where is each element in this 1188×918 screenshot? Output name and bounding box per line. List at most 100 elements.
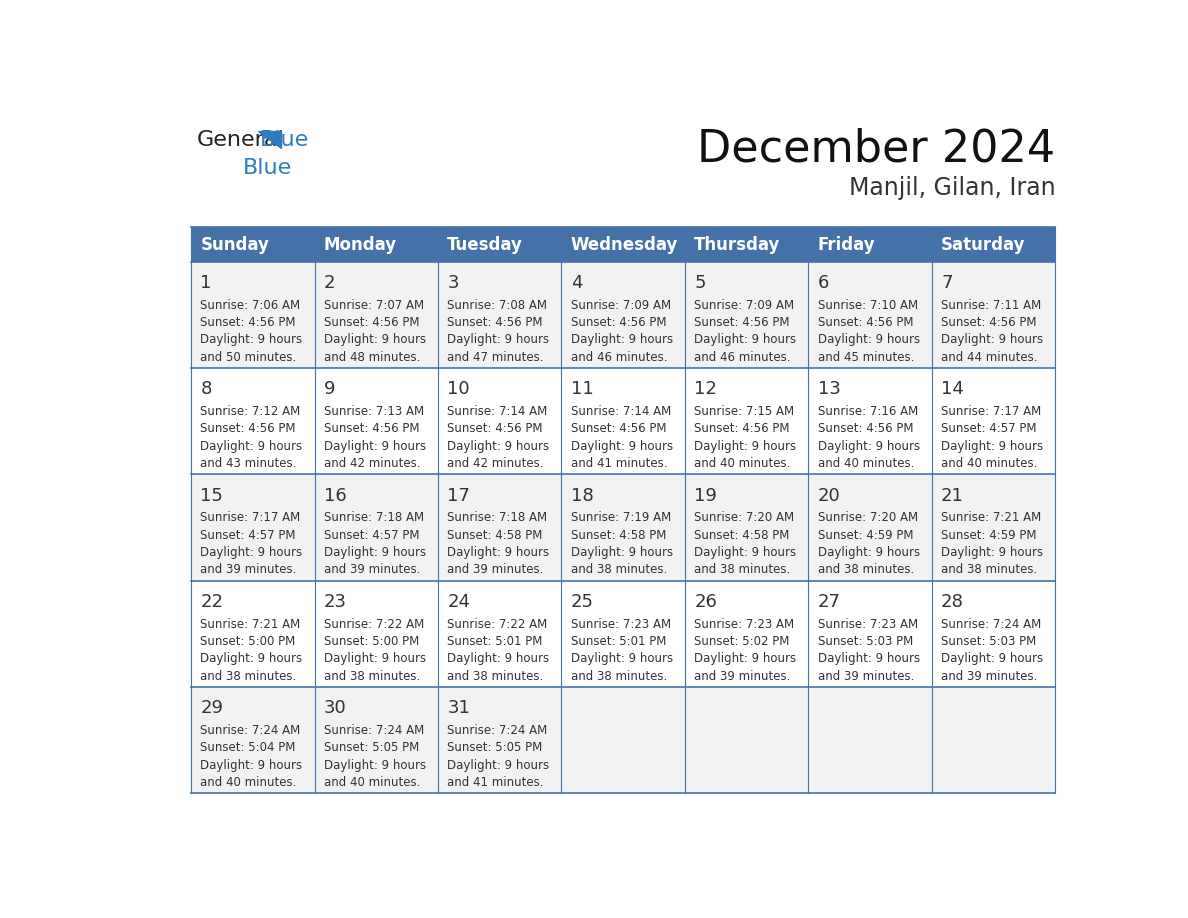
Text: Sunrise: 7:23 AM: Sunrise: 7:23 AM [817, 618, 918, 631]
Text: 14: 14 [941, 380, 963, 398]
Text: and 40 minutes.: and 40 minutes. [201, 776, 297, 789]
Text: Daylight: 9 hours: Daylight: 9 hours [448, 546, 549, 559]
Text: Sunrise: 7:11 AM: Sunrise: 7:11 AM [941, 299, 1042, 312]
Text: and 38 minutes.: and 38 minutes. [570, 564, 666, 577]
Text: and 46 minutes.: and 46 minutes. [694, 351, 791, 364]
Text: Sunset: 4:56 PM: Sunset: 4:56 PM [694, 316, 790, 330]
Text: 16: 16 [324, 487, 347, 505]
Text: Daylight: 9 hours: Daylight: 9 hours [694, 653, 796, 666]
Text: Sunset: 5:00 PM: Sunset: 5:00 PM [201, 635, 296, 648]
Text: Daylight: 9 hours: Daylight: 9 hours [324, 333, 426, 346]
Text: 4: 4 [570, 274, 582, 292]
Text: Daylight: 9 hours: Daylight: 9 hours [817, 333, 920, 346]
Text: Manjil, Gilan, Iran: Manjil, Gilan, Iran [848, 175, 1055, 199]
Text: and 39 minutes.: and 39 minutes. [694, 669, 790, 683]
Text: Sunrise: 7:14 AM: Sunrise: 7:14 AM [448, 405, 548, 418]
Text: and 44 minutes.: and 44 minutes. [941, 351, 1037, 364]
Text: Sunrise: 7:21 AM: Sunrise: 7:21 AM [941, 511, 1042, 524]
Text: and 39 minutes.: and 39 minutes. [324, 564, 421, 577]
Text: and 47 minutes.: and 47 minutes. [448, 351, 544, 364]
Text: Daylight: 9 hours: Daylight: 9 hours [817, 546, 920, 559]
Text: Sunset: 4:58 PM: Sunset: 4:58 PM [694, 529, 790, 542]
Text: and 50 minutes.: and 50 minutes. [201, 351, 297, 364]
Text: Friday: Friday [817, 236, 876, 253]
Text: Sunset: 5:01 PM: Sunset: 5:01 PM [570, 635, 666, 648]
Text: Daylight: 9 hours: Daylight: 9 hours [448, 653, 549, 666]
Text: and 39 minutes.: and 39 minutes. [448, 564, 544, 577]
Text: and 38 minutes.: and 38 minutes. [941, 564, 1037, 577]
Text: Daylight: 9 hours: Daylight: 9 hours [570, 653, 672, 666]
Text: Sunset: 4:57 PM: Sunset: 4:57 PM [324, 529, 419, 542]
Text: Daylight: 9 hours: Daylight: 9 hours [448, 333, 549, 346]
Text: General: General [196, 130, 284, 151]
Bar [191, 475, 1055, 580]
Text: Sunset: 5:03 PM: Sunset: 5:03 PM [817, 635, 912, 648]
Text: Sunrise: 7:17 AM: Sunrise: 7:17 AM [201, 511, 301, 524]
Text: Daylight: 9 hours: Daylight: 9 hours [324, 546, 426, 559]
Text: Daylight: 9 hours: Daylight: 9 hours [324, 440, 426, 453]
Bar [191, 262, 1055, 368]
Text: 24: 24 [448, 593, 470, 611]
Text: Sunset: 5:04 PM: Sunset: 5:04 PM [201, 741, 296, 755]
Text: Sunset: 4:56 PM: Sunset: 4:56 PM [201, 316, 296, 330]
Text: and 40 minutes.: and 40 minutes. [941, 457, 1037, 470]
Text: Daylight: 9 hours: Daylight: 9 hours [448, 758, 549, 771]
Text: 20: 20 [817, 487, 840, 505]
Text: and 39 minutes.: and 39 minutes. [201, 564, 297, 577]
Text: and 42 minutes.: and 42 minutes. [324, 457, 421, 470]
Text: Sunrise: 7:18 AM: Sunrise: 7:18 AM [324, 511, 424, 524]
Text: 15: 15 [201, 487, 223, 505]
Text: Daylight: 9 hours: Daylight: 9 hours [448, 440, 549, 453]
Text: Sunset: 4:59 PM: Sunset: 4:59 PM [817, 529, 914, 542]
Text: Sunset: 4:56 PM: Sunset: 4:56 PM [694, 422, 790, 435]
Text: 18: 18 [570, 487, 594, 505]
Text: Sunrise: 7:10 AM: Sunrise: 7:10 AM [817, 299, 918, 312]
Text: 28: 28 [941, 593, 963, 611]
Text: Sunset: 5:03 PM: Sunset: 5:03 PM [941, 635, 1036, 648]
Text: Saturday: Saturday [941, 236, 1025, 253]
Text: Sunrise: 7:23 AM: Sunrise: 7:23 AM [694, 618, 795, 631]
Text: Sunrise: 7:08 AM: Sunrise: 7:08 AM [448, 299, 548, 312]
Text: Daylight: 9 hours: Daylight: 9 hours [570, 333, 672, 346]
Text: Daylight: 9 hours: Daylight: 9 hours [694, 333, 796, 346]
Text: Wednesday: Wednesday [570, 236, 678, 253]
Text: Sunrise: 7:14 AM: Sunrise: 7:14 AM [570, 405, 671, 418]
Text: Sunset: 4:56 PM: Sunset: 4:56 PM [817, 422, 914, 435]
Text: Sunset: 4:56 PM: Sunset: 4:56 PM [941, 316, 1037, 330]
Text: Sunset: 4:56 PM: Sunset: 4:56 PM [448, 316, 543, 330]
Text: Sunrise: 7:09 AM: Sunrise: 7:09 AM [570, 299, 671, 312]
Text: 1: 1 [201, 274, 211, 292]
Text: Daylight: 9 hours: Daylight: 9 hours [324, 653, 426, 666]
Text: Sunrise: 7:24 AM: Sunrise: 7:24 AM [201, 724, 301, 737]
Text: and 38 minutes.: and 38 minutes. [448, 669, 544, 683]
Text: Sunrise: 7:19 AM: Sunrise: 7:19 AM [570, 511, 671, 524]
Text: Daylight: 9 hours: Daylight: 9 hours [694, 546, 796, 559]
Text: Sunday: Sunday [201, 236, 270, 253]
Text: Sunrise: 7:22 AM: Sunrise: 7:22 AM [448, 618, 548, 631]
Text: and 46 minutes.: and 46 minutes. [570, 351, 668, 364]
Text: Tuesday: Tuesday [448, 236, 523, 253]
Text: Sunset: 4:56 PM: Sunset: 4:56 PM [817, 316, 914, 330]
Text: and 39 minutes.: and 39 minutes. [817, 669, 914, 683]
Bar [191, 580, 1055, 687]
Text: Sunset: 5:05 PM: Sunset: 5:05 PM [324, 741, 419, 755]
Text: Sunrise: 7:16 AM: Sunrise: 7:16 AM [817, 405, 918, 418]
Text: Thursday: Thursday [694, 236, 781, 253]
Text: 21: 21 [941, 487, 963, 505]
Text: and 38 minutes.: and 38 minutes. [570, 669, 666, 683]
Text: 2: 2 [324, 274, 335, 292]
Text: 27: 27 [817, 593, 841, 611]
Text: Sunset: 4:59 PM: Sunset: 4:59 PM [941, 529, 1037, 542]
Text: Daylight: 9 hours: Daylight: 9 hours [941, 653, 1043, 666]
Text: Sunrise: 7:20 AM: Sunrise: 7:20 AM [694, 511, 795, 524]
Text: and 43 minutes.: and 43 minutes. [201, 457, 297, 470]
Text: Sunset: 4:56 PM: Sunset: 4:56 PM [324, 316, 419, 330]
Text: Daylight: 9 hours: Daylight: 9 hours [694, 440, 796, 453]
Bar [191, 368, 1055, 475]
Text: Daylight: 9 hours: Daylight: 9 hours [201, 546, 303, 559]
Text: Sunset: 5:02 PM: Sunset: 5:02 PM [694, 635, 790, 648]
Text: and 38 minutes.: and 38 minutes. [694, 564, 790, 577]
Text: Sunset: 4:58 PM: Sunset: 4:58 PM [570, 529, 666, 542]
Text: Sunset: 4:56 PM: Sunset: 4:56 PM [570, 316, 666, 330]
Text: Sunrise: 7:17 AM: Sunrise: 7:17 AM [941, 405, 1042, 418]
